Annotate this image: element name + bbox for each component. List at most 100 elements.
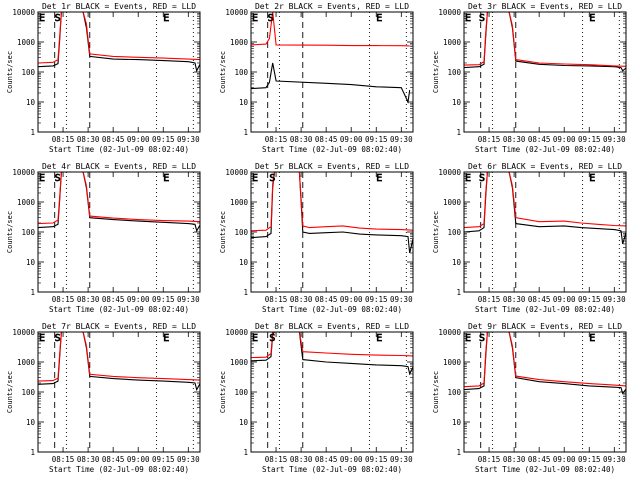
x-tick-label: 09:30 (603, 135, 626, 144)
series-group (251, 12, 411, 104)
x-tick-label: 08:30 (290, 135, 313, 144)
x-tick-label: 08:45 (102, 135, 125, 144)
x-tick-label: 09:15 (578, 455, 601, 464)
x-tick-label: 09:00 (553, 295, 576, 304)
y-tick-label: 1000 (443, 198, 462, 207)
y-axis-label: Counts/sec (219, 211, 227, 253)
series-group (464, 332, 626, 395)
chart-panel-5: Det 5r BLACK = Events, RED = LLD 1 10 100 10… (219, 162, 414, 314)
event-marker-label: E (163, 173, 169, 184)
x-tick-label: 08:30 (77, 455, 100, 464)
chart-title: Det 8r BLACK = Events, RED = LLD (255, 322, 409, 331)
plot-frame (37, 331, 201, 453)
x-tick-label: 09:15 (578, 295, 601, 304)
y-tick-label: 10000 (12, 8, 35, 17)
x-tick-label: 08:15 (478, 135, 501, 144)
x-axis-label: Start Time (02-Jul-09 08:02:40) (475, 305, 615, 314)
series-group (38, 332, 200, 392)
y-tick-label: 1 (456, 128, 461, 137)
y-axis-label: Counts/sec (6, 51, 14, 93)
plot-frame (250, 331, 414, 453)
x-tick-label: 08:15 (52, 295, 75, 304)
event-marker-label: E (252, 13, 258, 24)
event-marker-label: E (376, 333, 382, 344)
x-tick-label: 09:15 (365, 295, 388, 304)
event-marker-label: E (465, 173, 471, 184)
x-tick-label: 09:15 (578, 135, 601, 144)
x-tick-label: 08:45 (528, 295, 551, 304)
series-group (251, 332, 413, 376)
x-tick-label: 08:15 (52, 135, 75, 144)
x-tick-label: 08:30 (503, 455, 526, 464)
chart-title: Det 4r BLACK = Events, RED = LLD (42, 162, 196, 171)
x-tick-label: 09:00 (127, 135, 150, 144)
x-tick-label: 09:30 (390, 135, 413, 144)
x-tick-label: 09:00 (340, 455, 363, 464)
y-tick-label: 100 (447, 388, 461, 397)
black-events-series-line (251, 172, 413, 254)
x-tick-label: 08:45 (102, 455, 125, 464)
event-marker-label: S (55, 173, 61, 184)
y-tick-label: 1 (30, 128, 35, 137)
x-tick-label: 08:30 (503, 295, 526, 304)
x-tick-label: 08:15 (52, 455, 75, 464)
y-tick-label: 10 (239, 258, 249, 267)
x-tick-label: 09:00 (340, 135, 363, 144)
x-axis-label: Start Time (02-Jul-09 08:02:40) (262, 305, 402, 314)
event-marker-label: S (479, 333, 485, 344)
y-tick-label: 10 (26, 418, 36, 427)
red-lld-series-line (464, 332, 626, 388)
plot-frame (250, 171, 414, 293)
chart-panel-8: Det 8r BLACK = Events, RED = LLD 1 10 100 10… (219, 322, 414, 474)
plot-frame (463, 331, 627, 453)
y-tick-label: 10000 (225, 168, 248, 177)
event-marker-label: E (252, 173, 258, 184)
y-tick-label: 1 (243, 288, 248, 297)
x-tick-label: 08:30 (290, 295, 313, 304)
chart-title: Det 9r BLACK = Events, RED = LLD (468, 322, 622, 331)
black-events-series-line (38, 332, 200, 392)
event-marker-label: E (163, 333, 169, 344)
y-tick-label: 10 (26, 98, 36, 107)
y-tick-label: 10 (452, 98, 462, 107)
y-tick-label: 100 (234, 68, 248, 77)
y-tick-label: 1000 (230, 198, 249, 207)
event-marker-label: E (39, 13, 45, 24)
y-tick-label: 100 (234, 388, 248, 397)
plot-frame (37, 171, 201, 293)
x-tick-label: 09:30 (603, 295, 626, 304)
chart-title: Det 2r BLACK = Events, RED = LLD (255, 2, 409, 11)
x-tick-label: 09:15 (365, 135, 388, 144)
series-group (38, 12, 200, 73)
x-axis-label: Start Time (02-Jul-09 08:02:40) (49, 305, 189, 314)
chart-panel-1: Det 1r BLACK = Events, RED = LLD 1 10 100 10… (6, 2, 201, 154)
y-tick-label: 10000 (225, 328, 248, 337)
y-tick-label: 10000 (438, 8, 461, 17)
x-tick-label: 08:45 (102, 295, 125, 304)
x-tick-label: 09:15 (365, 455, 388, 464)
x-tick-label: 08:45 (315, 455, 338, 464)
event-marker-label: E (376, 173, 382, 184)
plot-frame (463, 11, 627, 133)
x-tick-label: 09:30 (390, 295, 413, 304)
red-lld-series-line (464, 12, 626, 67)
chart-panel-7: Det 7r BLACK = Events, RED = LLD 1 10 100 10… (6, 322, 201, 474)
x-tick-label: 08:30 (77, 295, 100, 304)
x-tick-label: 08:45 (315, 295, 338, 304)
y-tick-label: 10 (452, 418, 462, 427)
x-axis-label: Start Time (02-Jul-09 08:02:40) (475, 145, 615, 154)
x-tick-label: 08:30 (503, 135, 526, 144)
y-tick-label: 1 (456, 448, 461, 457)
plot-frame (250, 11, 414, 133)
x-tick-label: 09:00 (340, 295, 363, 304)
y-tick-label: 1 (243, 128, 248, 137)
x-axis-label: Start Time (02-Jul-09 08:02:40) (49, 465, 189, 474)
chart-title: Det 1r BLACK = Events, RED = LLD (42, 2, 196, 11)
event-marker-label: E (163, 13, 169, 24)
y-tick-label: 1 (243, 448, 248, 457)
y-tick-label: 10000 (12, 328, 35, 337)
event-marker-label: S (479, 173, 485, 184)
event-marker-label: S (479, 13, 485, 24)
y-tick-label: 1000 (443, 358, 462, 367)
y-tick-label: 1 (30, 288, 35, 297)
